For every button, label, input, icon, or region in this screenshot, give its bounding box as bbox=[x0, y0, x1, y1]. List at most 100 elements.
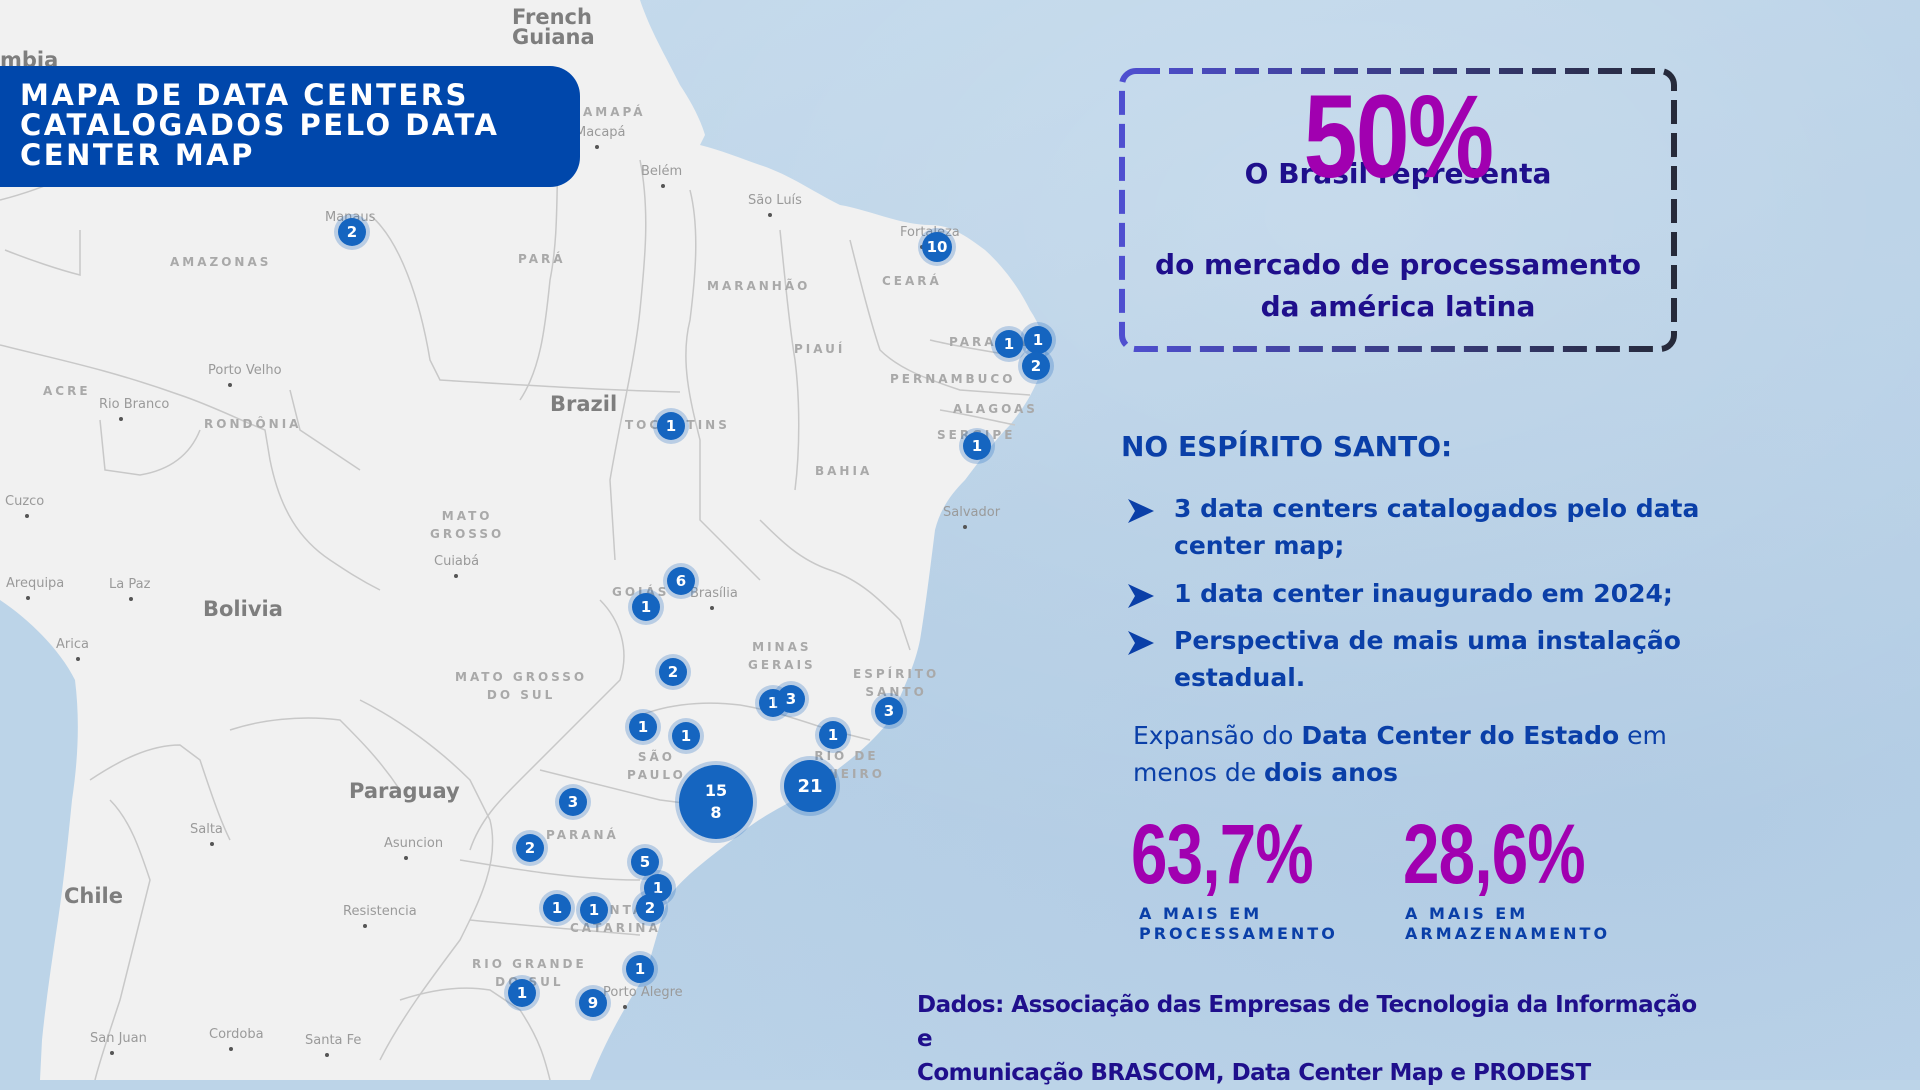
city-label: Cuiabá bbox=[434, 554, 480, 569]
stat-processing: 63,7% A MAIS EM PROCESSAMENTO bbox=[1131, 812, 1364, 944]
country-label: French bbox=[512, 5, 592, 29]
stat-storage: 28,6% A MAIS EM ARMAZENAMENTO bbox=[1403, 812, 1636, 944]
expansion-part3: menos de bbox=[1133, 758, 1265, 787]
state-label: ACRE bbox=[43, 384, 91, 398]
city-dot-icon bbox=[229, 1047, 233, 1051]
country-label: Guiana bbox=[512, 25, 595, 49]
cluster-marker[interactable]: 1 bbox=[657, 412, 685, 440]
cluster-marker[interactable]: 1 bbox=[632, 593, 660, 621]
cluster-marker[interactable]: 5 bbox=[631, 848, 659, 876]
arrowhead-right-icon bbox=[1128, 631, 1154, 655]
cluster-marker[interactable]: 2 bbox=[516, 834, 544, 862]
bullet-item-3: Perspectiva de mais uma instalação estad… bbox=[1126, 622, 1706, 696]
state-label: PARÁ bbox=[518, 252, 566, 266]
country-label: Paraguay bbox=[349, 779, 460, 803]
expansion-bold2: dois anos bbox=[1264, 758, 1398, 787]
city-dot-icon bbox=[26, 596, 30, 600]
state-label: MATO GROSSO DO SUL bbox=[455, 670, 588, 702]
cluster-count-bottom: 8 bbox=[710, 803, 722, 822]
highlight-box: O Brasil representa 50% do mercado de pr… bbox=[1118, 67, 1678, 353]
state-label: SÃO PAULO bbox=[627, 750, 686, 782]
cluster-marker[interactable]: 10 bbox=[922, 232, 952, 262]
pacific-ocean bbox=[0, 600, 78, 1080]
city-dot-icon bbox=[661, 184, 665, 188]
cluster-marker[interactable]: 1 bbox=[819, 721, 847, 749]
cluster-marker[interactable]: 1 bbox=[1024, 326, 1052, 354]
state-label: AMAPÁ bbox=[583, 105, 646, 119]
country-label: Brazil bbox=[550, 392, 618, 416]
cluster-marker[interactable]: 1 bbox=[626, 955, 654, 983]
city-label: Salta bbox=[190, 822, 223, 837]
city-label: Arequipa bbox=[6, 576, 65, 591]
city-label: Manaus bbox=[325, 210, 375, 225]
cluster-count-top: 15 bbox=[704, 781, 728, 800]
stat-processing-label1: A MAIS EM bbox=[1139, 904, 1263, 923]
state-label: MINAS GERAIS bbox=[748, 640, 816, 672]
state-label: PARANÁ bbox=[546, 828, 619, 842]
cluster-marker[interactable]: 2 bbox=[338, 218, 366, 246]
city-label: Asuncion bbox=[384, 836, 444, 851]
source-footnote: Dados: Associação das Empresas de Tecnol… bbox=[917, 988, 1717, 1090]
expansion-part1: Expansão do bbox=[1133, 721, 1302, 750]
border-lines bbox=[0, 79, 1031, 1080]
cluster-marker[interactable]: 9 bbox=[579, 989, 607, 1017]
cluster-marker[interactable]: 1 bbox=[580, 896, 608, 924]
city-dot-icon bbox=[963, 525, 967, 529]
cluster-marker[interactable]: 3 bbox=[559, 788, 587, 816]
city-dot-icon bbox=[210, 842, 214, 846]
state-label: MARANHÃO bbox=[707, 279, 811, 293]
country-label: Bolivia bbox=[203, 597, 283, 621]
state-label: MATO GROSSO bbox=[430, 509, 505, 541]
city-label: Porto Alegre bbox=[603, 985, 683, 1000]
city-dot-icon bbox=[454, 574, 458, 578]
cluster-marker[interactable]: 1 bbox=[963, 432, 991, 460]
cluster-marker[interactable]: 2 bbox=[1022, 352, 1050, 380]
city-label: Cordoba bbox=[209, 1027, 264, 1042]
city-label: San Juan bbox=[90, 1031, 147, 1046]
cluster-marker[interactable]: 3 bbox=[875, 697, 903, 725]
city-label: Macapá bbox=[575, 125, 626, 140]
cluster-marker[interactable]: 3 bbox=[777, 685, 805, 713]
bullet-item-2: 1 data center inaugurado em 2024; bbox=[1126, 575, 1706, 612]
city-label: Brasília bbox=[690, 586, 738, 601]
state-label: RONDÔNIA bbox=[204, 417, 302, 431]
cluster-marker[interactable]: 1 bbox=[672, 722, 700, 750]
city-dot-icon bbox=[710, 606, 714, 610]
cluster-marker[interactable]: 6 bbox=[667, 567, 695, 595]
city-dot-icon bbox=[404, 856, 408, 860]
bullet-3-line2: estadual. bbox=[1174, 663, 1306, 692]
stat-storage-label1: A MAIS EM bbox=[1405, 904, 1529, 923]
cluster-marker[interactable]: 21 bbox=[784, 760, 836, 812]
city-dot-icon bbox=[119, 417, 123, 421]
city-label: Cuzco bbox=[5, 494, 45, 509]
city-dot-icon bbox=[25, 514, 29, 518]
cluster-marker[interactable]: 2 bbox=[636, 894, 664, 922]
espirito-santo-heading: NO ESPÍRITO SANTO: bbox=[1121, 430, 1453, 463]
dashed-border bbox=[1119, 68, 1677, 352]
stat-storage-label2: ARMAZENAMENTO bbox=[1405, 924, 1611, 943]
bullet-1-line2: center map; bbox=[1174, 531, 1345, 560]
expansion-bold1: Data Center do Estado bbox=[1301, 721, 1620, 750]
cluster-marker[interactable]: 1 bbox=[508, 979, 536, 1007]
market-text-line2: da américa latina bbox=[1260, 290, 1536, 323]
cluster-marker-large[interactable]: 15 8 bbox=[679, 765, 753, 839]
city-label: São Luís bbox=[748, 193, 802, 208]
city-dot-icon bbox=[76, 657, 80, 661]
expansion-part2: em bbox=[1619, 721, 1667, 750]
city-dot-icon bbox=[325, 1053, 329, 1057]
cluster-marker[interactable]: 1 bbox=[995, 330, 1023, 358]
state-label: ALAGOAS bbox=[953, 402, 1038, 416]
cluster-marker[interactable]: 1 bbox=[543, 894, 571, 922]
arrowhead-right-icon bbox=[1128, 499, 1154, 523]
city-label: Belém bbox=[641, 164, 683, 179]
expansion-text: Expansão do Data Center do Estado em men… bbox=[1133, 717, 1703, 791]
city-dot-icon bbox=[228, 383, 232, 387]
state-label: PIAUÍ bbox=[794, 342, 846, 356]
state-label: AMAZONAS bbox=[170, 255, 272, 269]
cluster-marker[interactable]: 1 bbox=[629, 713, 657, 741]
state-label: BAHIA bbox=[815, 464, 873, 478]
cluster-marker[interactable]: 2 bbox=[659, 658, 687, 686]
city-label: La Paz bbox=[109, 577, 151, 592]
city-label: Porto Velho bbox=[208, 363, 282, 378]
